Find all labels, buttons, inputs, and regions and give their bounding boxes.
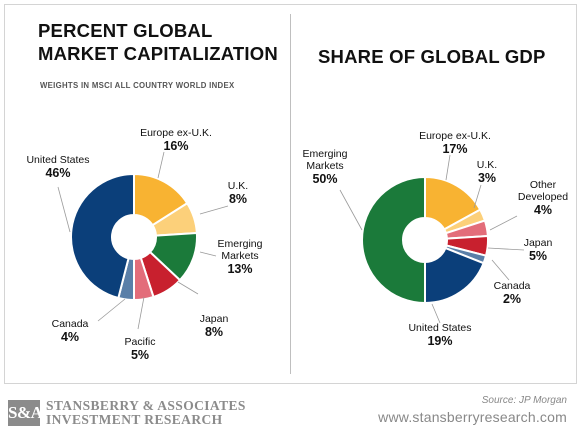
chart-2-donut-hole	[403, 218, 447, 262]
chart-1-value-emerging-markets: 13%	[227, 262, 252, 276]
chart-1-value-united-states: 46%	[45, 166, 70, 180]
chart-2-leader-line-canada	[491, 259, 510, 281]
chart-2-leader-line-emerging-markets	[339, 189, 363, 231]
chart-1-label-japan: Japan	[200, 313, 229, 325]
chart-1-leader-line-canada	[97, 298, 126, 322]
chart-2-leader-line-u-k	[473, 184, 482, 209]
chart-1-label-u-k: U.K.	[228, 180, 248, 192]
chart-1-leader-line-u-k	[199, 205, 229, 215]
left-chart-title-line-2: MARKET CAPITALIZATION	[38, 43, 278, 64]
chart-1-leader-line-europe-ex-u-k	[157, 151, 165, 179]
chart-2-leader-line-europe-ex-u-k	[445, 154, 451, 181]
chart-1-leader-line-emerging-markets	[199, 251, 217, 257]
chart-1-leader-line-japan	[177, 281, 199, 295]
chart-1-value-canada: 4%	[61, 330, 79, 344]
left-chart-title-line-1: PERCENT GLOBAL	[38, 20, 213, 41]
chart-1-donut-hole	[112, 215, 156, 259]
right-chart-title: SHARE OF GLOBAL GDP	[318, 46, 546, 67]
chart-2-value-emerging-markets: 50%	[312, 172, 337, 186]
chart-2-label-japan: Japan	[524, 237, 553, 249]
chart-1-leader-line-pacific	[137, 296, 145, 330]
brand-name-line-1: STANSBERRY & ASSOCIATES	[46, 398, 246, 413]
chart-2-label-canada: Canada	[494, 280, 531, 292]
chart-2-value-canada: 2%	[503, 292, 521, 306]
source-note: Source: JP Morgan	[481, 395, 567, 406]
chart-2-value-japan: 5%	[529, 249, 547, 263]
left-chart-subtitle: WEIGHTS IN MSCI ALL COUNTRY WORLD INDEX	[40, 81, 235, 90]
chart-1-label-canada: Canada	[52, 318, 89, 330]
chart-2-value-europe-ex-u-k: 17%	[442, 142, 467, 156]
chart-1-label-united-states: United States	[26, 154, 89, 166]
chart-1-value-japan: 8%	[205, 325, 223, 339]
chart-1-label-emerging-markets: Emerging	[218, 238, 263, 250]
pie-charts: Europe ex-U.K.16%U.K.8%EmergingMarkets13…	[26, 127, 568, 362]
chart-2-label-united-states: United States	[408, 322, 471, 334]
chart-1-label-emerging-markets: Markets	[221, 250, 258, 262]
chart-2-value-u-k: 3%	[478, 171, 496, 185]
brand-logo: S&A	[8, 400, 43, 426]
chart-2-label-emerging-markets: Emerging	[303, 148, 348, 160]
chart-1-label-europe-ex-u-k: Europe ex-U.K.	[140, 127, 212, 139]
chart-2-label-u-k: U.K.	[477, 159, 497, 171]
chart-2-label-other-developed: Other	[530, 179, 557, 191]
chart-2-leader-line-other-developed	[489, 215, 518, 231]
chart-1-value-pacific: 5%	[131, 348, 149, 362]
chart-1-label-pacific: Pacific	[125, 336, 156, 348]
chart-2-slice-emerging-markets	[361, 175, 426, 305]
chart-2-value-united-states: 19%	[427, 334, 452, 348]
chart-1-value-europe-ex-u-k: 16%	[163, 139, 188, 153]
chart-2-label-emerging-markets: Markets	[306, 160, 343, 172]
chart-2-label-europe-ex-u-k: Europe ex-U.K.	[419, 130, 491, 142]
chart-1-value-u-k: 8%	[229, 192, 247, 206]
website-url: www.stansberryresearch.com	[378, 409, 567, 425]
chart-2-leader-line-united-states	[431, 303, 441, 324]
chart-2-label-other-developed: Developed	[518, 191, 568, 203]
chart-1-leader-line-united-states	[57, 186, 71, 233]
brand-name-line-2: INVESTMENT RESEARCH	[46, 412, 223, 427]
chart-2-leader-line-japan	[487, 247, 525, 251]
panel-divider	[290, 14, 291, 374]
chart-2-value-other-developed: 4%	[534, 203, 552, 217]
